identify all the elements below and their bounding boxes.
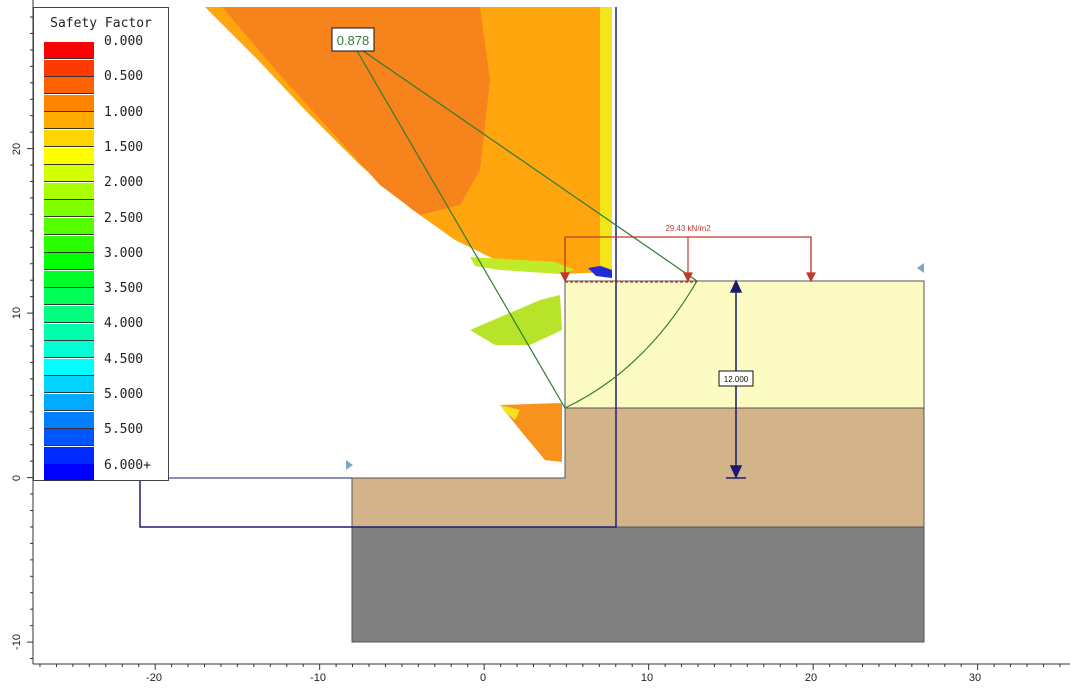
legend-label: 6.000+	[104, 457, 151, 473]
legend-swatch	[44, 376, 94, 394]
x-tick-label: -20	[146, 672, 162, 684]
legend-label: 1.000	[104, 104, 144, 120]
legend-swatch	[44, 94, 94, 112]
legend-swatch	[44, 358, 94, 376]
x-tick-label: 30	[969, 672, 981, 684]
load-arrow-head-1	[560, 272, 570, 283]
min-factor-label: 0.878	[337, 33, 370, 48]
y-tick-label: 20	[11, 143, 23, 155]
load-arrow-head-2	[683, 272, 693, 283]
middle-soil-layer	[351, 407, 925, 528]
legend-swatch	[44, 182, 94, 200]
y-tick-label: 10	[11, 307, 23, 319]
y-tick-label: -10	[11, 634, 23, 650]
legend-label: 0.500	[104, 69, 144, 85]
slip-radius-line-2	[352, 43, 698, 282]
legend-swatch	[44, 411, 94, 429]
legend-swatch	[44, 323, 94, 341]
legend-swatch	[44, 394, 94, 411]
legend-label: 2.500	[104, 210, 144, 226]
legend-swatch	[44, 464, 94, 482]
safety-factor-contours	[205, 7, 612, 462]
load-arrow-head-3	[806, 272, 816, 283]
legend-swatch	[44, 446, 94, 464]
x-tick-label: -10	[310, 672, 326, 684]
legend-swatch	[44, 218, 94, 235]
critical-slip-surface	[352, 43, 698, 409]
search-grid-boundary	[139, 7, 617, 528]
legend-swatch	[44, 147, 94, 165]
legend-label: 3.000	[104, 245, 144, 261]
legend-swatch	[44, 165, 94, 183]
legend-label: 4.500	[104, 351, 144, 367]
contour-yellow-lower	[500, 405, 520, 420]
upper-soil-layer	[564, 280, 925, 409]
legend-swatch	[44, 235, 94, 253]
legend-swatch	[44, 341, 94, 359]
x-tick-label: 20	[805, 672, 817, 684]
legend-swatch	[44, 112, 94, 130]
contour-yellow-edge	[600, 7, 612, 270]
legend-label: 2.000	[104, 175, 144, 191]
legend-swatch	[44, 306, 94, 323]
legend-label: 1.500	[104, 139, 144, 155]
legend-swatch	[44, 59, 94, 77]
legend-swatch	[44, 200, 94, 218]
left-boundary-marker	[346, 460, 353, 470]
x-tick-label: 0	[480, 672, 486, 684]
slip-arc	[564, 280, 698, 409]
legend-swatch	[44, 253, 94, 271]
min-factor-box[interactable]: 0.878	[331, 27, 375, 52]
slip-radius-line-1	[352, 43, 566, 409]
contour-blue-spot	[588, 266, 612, 278]
legend-label: 3.500	[104, 281, 144, 297]
contour-green-middle	[470, 295, 562, 345]
dimension-label: 12.000	[724, 375, 749, 384]
legend-title: Safety Factor	[50, 16, 152, 31]
legend-label: 0.000	[104, 34, 144, 49]
dimension-arrow-top	[729, 279, 743, 293]
legend-label: 5.500	[104, 422, 144, 438]
legend-swatch	[44, 429, 94, 447]
dimension-arrow-bottom	[729, 465, 743, 479]
y-tick-label: 0	[11, 475, 23, 481]
legend-swatch	[44, 42, 94, 59]
bedrock-layer	[351, 526, 925, 643]
soil-layers	[351, 280, 925, 643]
distributed-load	[560, 236, 816, 283]
contour-green-base	[470, 257, 575, 274]
dimension-label-box: 12.000	[718, 370, 754, 387]
legend-label: 4.000	[104, 316, 144, 332]
legend-swatch	[44, 270, 94, 288]
legend-label: 5.000	[104, 387, 144, 402]
load-label: 29.43 kN/m2	[665, 224, 711, 233]
x-tick-label: 10	[641, 672, 653, 684]
legend-swatch	[44, 77, 94, 95]
x-minor-ticks	[39, 664, 1061, 670]
boundary-markers	[346, 263, 924, 470]
safety-factor-legend: Safety Factor 0.000 0.500 1.000 1.500 2.000 2…	[33, 7, 169, 482]
y-minor-ticks	[27, 16, 33, 660]
right-boundary-marker	[917, 263, 924, 273]
legend-swatch	[44, 288, 94, 306]
legend-swatch	[44, 130, 94, 147]
